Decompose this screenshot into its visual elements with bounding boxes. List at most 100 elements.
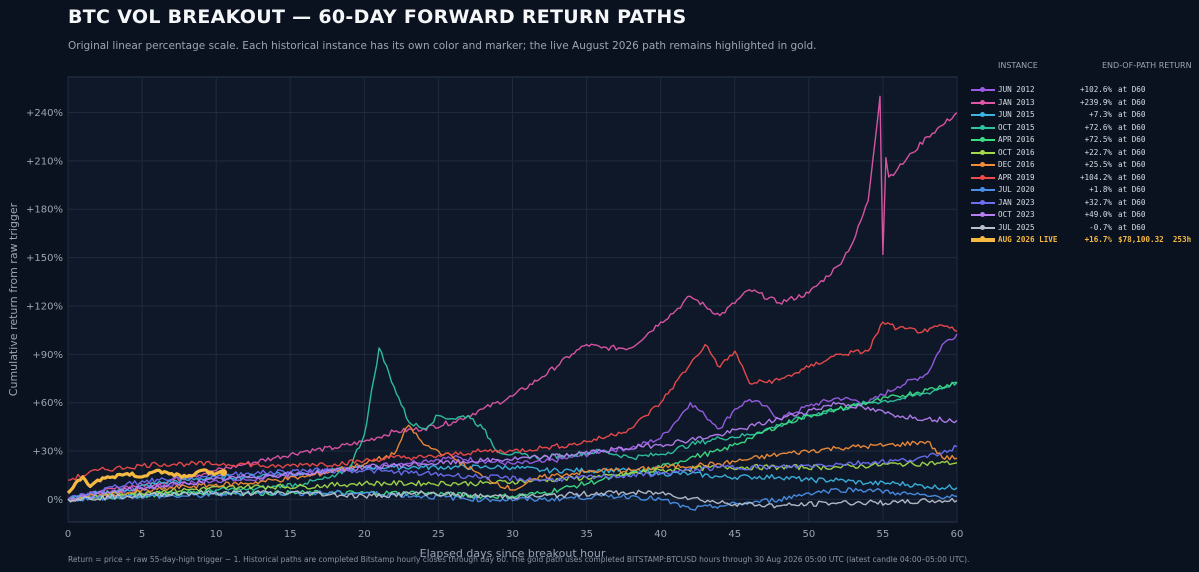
x-axis-label: Elapsed days since breakout hour: [420, 547, 606, 560]
legend-marker: [980, 212, 985, 217]
legend-name: JUL 2025: [998, 222, 1035, 232]
y-tick-label: +180%: [26, 205, 63, 216]
legend-name: OCT 2023: [998, 210, 1035, 219]
legend-swatch: [971, 124, 995, 130]
legend-name: JAN 2023: [998, 197, 1035, 207]
legend-return: +49.0%: [1084, 210, 1112, 219]
series-line: [67, 333, 958, 501]
x-tick-label: 45: [728, 529, 741, 540]
legend-marker: [980, 124, 985, 130]
legend-swatch: [971, 236, 995, 242]
y-tick-label: +30%: [32, 447, 63, 458]
legend-marker: [980, 99, 985, 105]
legend-swatch: [971, 212, 995, 217]
legend-end: at D60: [1118, 172, 1146, 182]
legend-marker: [980, 199, 985, 205]
legend-return: -0.7%: [1089, 222, 1112, 232]
footnote: Return = price ÷ raw 55-day-high trigger…: [68, 555, 970, 564]
legend-name: APR 2016: [998, 135, 1035, 144]
x-tick-label: 0: [65, 529, 71, 540]
legend-name: OCT 2015: [998, 122, 1035, 132]
legend-end: at D60: [1118, 110, 1146, 119]
legend-end: at D60: [1118, 85, 1146, 94]
series-line: [67, 460, 958, 501]
legend-item: JUL 2025 -0.7% at D60: [968, 222, 1196, 235]
legend-item: APR 2016 +72.5% at D60: [968, 134, 1196, 147]
legend-name: JUN 2012: [998, 85, 1035, 94]
legend-marker: [980, 137, 985, 142]
x-tick-label: 50: [802, 529, 815, 540]
legend-end: at D60: [1118, 122, 1146, 132]
legend-name: APR 2019: [998, 172, 1035, 182]
legend-item: AUG 2026 LIVE +16.7% $78,100.32 253h: [968, 234, 1196, 247]
legend-end: at D60: [1118, 185, 1146, 194]
legend-name: OCT 2016: [998, 147, 1035, 157]
series-line: [67, 487, 958, 511]
legend-return: +239.9%: [1079, 97, 1112, 107]
legend-return: +16.7%: [1084, 235, 1112, 244]
legend-marker: [980, 236, 985, 241]
legend-marker: [980, 149, 985, 155]
legend-item: OCT 2023 +49.0% at D60: [968, 209, 1196, 222]
legend-end: at D60: [1118, 97, 1146, 107]
y-tick-label: +210%: [26, 156, 63, 167]
legend-marker: [980, 174, 985, 180]
legend-end: at D60: [1118, 147, 1146, 157]
legend: INSTANCE END-OF-PATH RETURN JUN 2012 +102…: [968, 56, 1196, 247]
legend-return: +1.8%: [1089, 185, 1112, 194]
series-line: [67, 95, 958, 502]
legend-return: +25.5%: [1084, 160, 1112, 169]
legend-swatch: [971, 112, 995, 117]
x-tick-label: 10: [210, 529, 223, 540]
page-subtitle: Original linear percentage scale. Each h…: [68, 40, 817, 52]
series-line: [67, 489, 958, 509]
legend-header-instance: INSTANCE: [998, 61, 1038, 70]
legend-name: JUN 2015: [998, 110, 1035, 119]
legend-name: AUG 2026 LIVE: [998, 235, 1058, 244]
x-tick-label: 25: [432, 529, 445, 540]
y-tick-label: 0%: [47, 495, 63, 506]
legend-return: +102.6%: [1079, 85, 1112, 94]
legend-rows: JUN 2012 +102.6% at D60 JAN 2013 +239.9% at D…: [968, 84, 1196, 247]
legend-return: +104.2%: [1079, 172, 1112, 182]
legend-item: OCT 2016 +22.7% at D60: [968, 147, 1196, 160]
legend-swatch: [971, 199, 995, 205]
legend-marker: [980, 187, 985, 192]
legend-name: DEC 2016: [998, 160, 1035, 169]
legend-name: JAN 2013: [998, 97, 1035, 107]
y-axis-label: Cumulative return from raw trigger: [7, 202, 20, 396]
series-line: [66, 468, 225, 495]
legend-return: +22.7%: [1084, 147, 1112, 157]
legend-return: +7.3%: [1089, 110, 1112, 119]
legend-item: JAN 2023 +32.7% at D60: [968, 197, 1196, 210]
legend-return: +32.7%: [1084, 197, 1112, 207]
legend-swatch: [971, 99, 995, 105]
legend-end: at D60: [1118, 135, 1146, 144]
page-title: BTC VOL BREAKOUT — 60-DAY FORWARD RETURN…: [68, 6, 687, 28]
legend-item: OCT 2015 +72.6% at D60: [968, 122, 1196, 135]
legend-end: $78,100.32 253h: [1118, 235, 1192, 244]
x-tick-label: 55: [877, 529, 890, 540]
legend-item: JUL 2020 +1.8% at D60: [968, 184, 1196, 197]
y-tick-label: +60%: [32, 398, 63, 409]
legend-name: JUL 2020: [998, 185, 1035, 194]
legend-marker: [980, 112, 985, 117]
x-tick-label: 20: [358, 529, 371, 540]
y-tick-label: +240%: [26, 108, 63, 119]
legend-swatch: [971, 87, 995, 92]
x-tick-label: 60: [951, 529, 964, 540]
legend-return: +72.5%: [1084, 135, 1112, 144]
legend-item: JUN 2015 +7.3% at D60: [968, 109, 1196, 122]
live-endpoint: [220, 469, 228, 477]
legend-return: +72.6%: [1084, 122, 1112, 132]
legend-item: APR 2019 +104.2% at D60: [968, 172, 1196, 185]
series-line: [67, 321, 958, 481]
legend-header-return: END-OF-PATH RETURN: [1102, 61, 1192, 70]
legend-header: INSTANCE END-OF-PATH RETURN: [968, 56, 1196, 84]
legend-item: DEC 2016 +25.5% at D60: [968, 159, 1196, 172]
legend-marker: [980, 224, 985, 230]
legend-swatch: [971, 187, 995, 192]
legend-end: at D60: [1118, 222, 1146, 232]
x-tick-label: 5: [139, 529, 145, 540]
